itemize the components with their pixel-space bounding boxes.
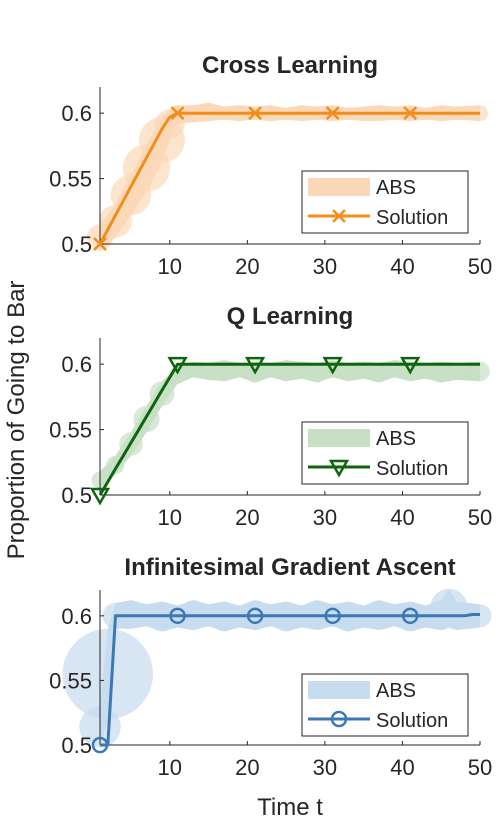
legend-label-solution: Solution [376,207,448,229]
solution-line [98,111,480,245]
y-tick-label: 0.55 [49,167,92,192]
x-tick-label: 30 [313,505,337,530]
abs-band-blob [232,362,247,378]
legend-marker-solution [330,710,348,728]
y-tick-label: 0.5 [61,733,92,758]
x-tick-label: 50 [468,254,492,279]
x-tick-label: 10 [158,755,182,780]
abs-band-blob [62,628,153,720]
subplot-1: Cross Learning 10 20 30 40 50 0.5 0.55 0.6 ABS Sol… [49,52,492,279]
abs-band-blob [470,361,490,382]
legend-label-abs: ABS [376,177,416,199]
y-tick-label: 0.5 [61,232,92,257]
x-tick-label: 40 [390,505,414,530]
legend: ABS Solution [301,170,469,234]
x-tick-label: 40 [390,755,414,780]
abs-band-blob [293,361,311,379]
legend-swatch-abs [308,178,370,196]
solution-marker [403,106,418,121]
legend-swatch-abs [308,681,370,699]
subplot-2: Q Learning 10 20 30 40 50 0.5 0.55 0.6 ABS Solutio… [49,303,492,530]
solution-marker [400,356,421,375]
x-tick-label: 40 [390,254,414,279]
x-tick-label: 20 [235,505,259,530]
x-axis-label: Time t [257,794,323,821]
subplot-panels: Cross Learning 10 20 30 40 50 0.5 0.55 0.6 ABS Sol… [49,52,492,780]
solution-marker [169,607,186,625]
abs-band-blob [263,362,278,378]
subplot-title: Infinitesimal Gradient Ascent [124,554,455,581]
x-tick-label: 10 [158,254,182,279]
legend-marker-solution [328,459,350,478]
abs-band-blob [355,361,373,379]
x-tick-label: 10 [158,505,182,530]
solution-marker [89,487,111,506]
abs-band-blob [307,362,327,383]
y-tick-label: 0.6 [61,604,92,629]
subplot-3: Infinitesimal Gradient Ascent 10 20 30 40 50 0… [49,554,492,780]
y-tick-label: 0.6 [61,101,92,126]
legend-label-solution: Solution [376,458,448,480]
abs-band-blob [417,362,434,379]
abs-band-blob [448,362,466,380]
solution-marker [91,736,109,754]
y-tick-label: 0.55 [49,668,92,693]
subplot-title: Cross Learning [202,52,378,79]
legend-swatch-abs [308,429,370,447]
abs-band-blob [430,361,452,383]
y-tick-label: 0.55 [49,418,92,443]
x-tick-label: 30 [313,755,337,780]
solution-marker [401,607,419,625]
x-tick-label: 50 [468,755,492,780]
solution-line [98,362,480,496]
x-tick-label: 50 [468,505,492,530]
abs-band-blob [200,362,218,380]
x-tick-label: 30 [313,254,337,279]
solution-marker [246,607,264,625]
legend-marker-solution [332,209,346,223]
x-tick-label: 20 [235,755,259,780]
solution-marker [167,356,188,375]
solution-marker [244,356,266,375]
legend: ABS Solution [301,421,469,485]
subplot-title: Q Learning [227,303,354,330]
legend: ABS Solution [301,673,469,737]
y-tick-label: 0.6 [61,352,92,377]
solution-marker [324,607,341,625]
solution-marker [322,356,343,375]
legend-label-abs: ABS [376,428,416,450]
legend-label-abs: ABS [376,680,416,702]
abs-band-blob [339,362,358,382]
solution-marker [170,106,185,121]
abs-band-blob [369,362,390,383]
y-axis-label: Proportion of Going to Bar [3,281,30,560]
y-tick-label: 0.5 [61,483,92,508]
x-tick-label: 20 [235,254,259,279]
solution-marker [325,106,340,121]
solution-marker [248,106,262,121]
solution-marker [93,237,107,251]
legend-label-solution: Solution [376,710,448,732]
